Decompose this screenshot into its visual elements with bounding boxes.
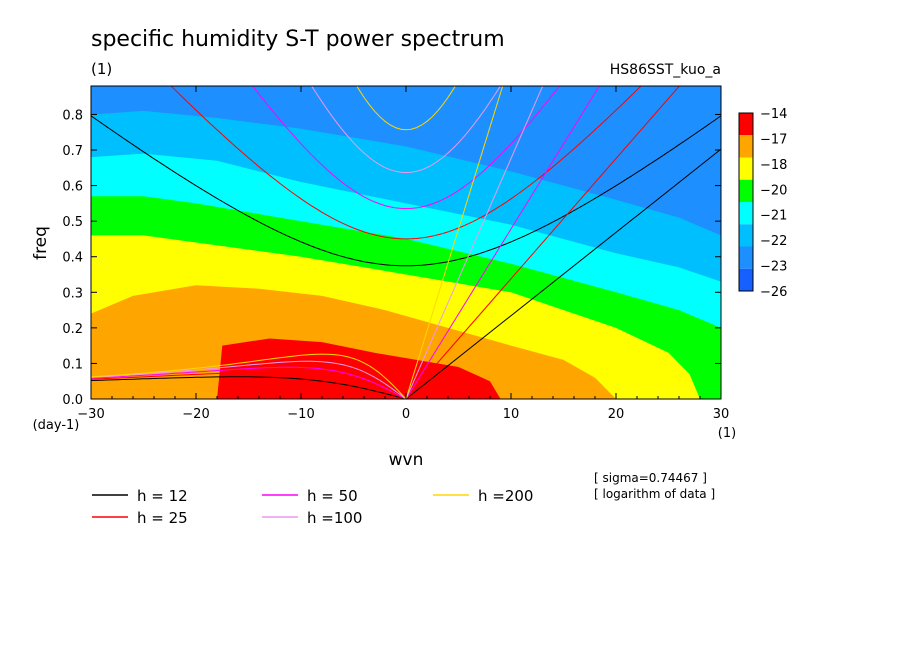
chart-title: specific humidity S-T power spectrum xyxy=(91,27,505,52)
kelvin-wave-curve-h200 xyxy=(405,86,504,399)
y-tick-label-6: 0.6 xyxy=(62,180,83,195)
y-tick-label-0: 0.0 xyxy=(62,393,83,408)
colorbar-label-2: −18 xyxy=(760,158,787,173)
x-tick-label-4: 10 xyxy=(503,407,520,422)
axes: −30 −20 −10 0 10 20 30 0.0 0.1 0.2 0.3 0.4 0.5 0.6 0.7… xyxy=(62,86,729,422)
rossby-wave-curve-h12 xyxy=(91,376,407,399)
colorbar-swatch-1 xyxy=(739,135,753,158)
y-tick-label-5: 0.5 xyxy=(62,215,83,230)
legend-label-0: h = 12 xyxy=(137,487,188,505)
colorbar-swatch-3 xyxy=(739,179,753,202)
legend-label-2: h = 50 xyxy=(307,487,358,505)
y-unit-label: (day-1) xyxy=(33,418,80,433)
run-label: HS86SST_kuo_a xyxy=(610,62,721,78)
legend-label-1: h = 25 xyxy=(137,509,188,527)
gravity-wave-curve-h200 xyxy=(356,86,456,131)
colorbar-swatch-7 xyxy=(739,268,753,291)
x-tick-label-1: −20 xyxy=(182,407,209,422)
y-tick-label-1: 0.1 xyxy=(62,357,83,372)
y-tick-label-2: 0.2 xyxy=(62,322,83,337)
rossby-wave-curve-h50 xyxy=(91,366,407,399)
y-tick-label-3: 0.3 xyxy=(62,286,83,301)
rossby-wave-curve-h25 xyxy=(91,371,407,399)
y-axis-label: freq xyxy=(31,226,51,260)
x-tick-label-5: 20 xyxy=(608,407,625,422)
legend-label-4: h =200 xyxy=(478,487,533,505)
kelvin-wave-curve-h100 xyxy=(405,86,544,399)
kelvin-wave-curve-h12 xyxy=(405,148,721,399)
y-tick-label-4: 0.4 xyxy=(62,251,83,266)
colorbar-swatch-0 xyxy=(739,113,753,136)
x-tick-label-3: 0 xyxy=(402,407,410,422)
kelvin-wave-curve-h25 xyxy=(405,86,681,399)
colorbar-label-5: −22 xyxy=(760,234,787,249)
x-tick-label-2: −10 xyxy=(287,407,314,422)
colorbar-swatch-5 xyxy=(739,224,753,247)
plot-area xyxy=(91,86,721,400)
x-axis-label: wvn xyxy=(389,450,424,470)
colorbar-swatch-2 xyxy=(739,157,753,180)
dispersion-curves xyxy=(91,86,721,399)
gravity-wave-curve-h12 xyxy=(91,115,721,267)
sigma-annotation: [ sigma=0.74467 ] xyxy=(594,471,707,485)
gravity-wave-curve-h50 xyxy=(251,86,561,210)
log-annotation: [ logarithm of data ] xyxy=(594,487,715,501)
y-tick-label-7: 0.7 xyxy=(62,144,83,159)
colorbar-label-3: −20 xyxy=(760,183,787,198)
x-tick-label-0: −30 xyxy=(77,407,104,422)
gravity-wave-curve-h25 xyxy=(170,86,642,240)
colorbar-swatch-6 xyxy=(739,246,753,269)
colorbar: −14 −17 −18 −20 −21 −22 −23 −26 xyxy=(738,107,787,300)
kelvin-wave-curve-h50 xyxy=(405,86,600,399)
colorbar-label-0: −14 xyxy=(760,107,787,122)
colorbar-label-1: −17 xyxy=(760,132,787,147)
colorbar-label-4: −21 xyxy=(760,209,787,224)
units-label: (1) xyxy=(91,60,112,78)
legend: h = 12 h = 25 h = 50 h =100 h =200 xyxy=(92,487,533,527)
rossby-wave-curve-h200 xyxy=(91,353,407,399)
colorbar-label-7: −26 xyxy=(760,285,787,300)
contour-band-0 xyxy=(217,338,501,399)
legend-label-3: h =100 xyxy=(307,509,362,527)
x-tick-label-6: 30 xyxy=(713,407,730,422)
rossby-wave-curve-h100 xyxy=(91,360,407,399)
y-tick-label-8: 0.8 xyxy=(62,108,83,123)
colorbar-label-6: −23 xyxy=(760,260,787,275)
colorbar-swatch-4 xyxy=(739,202,753,225)
x-unit-label: (1) xyxy=(718,426,736,441)
gravity-wave-curve-h100 xyxy=(311,86,501,174)
colorbar-frame xyxy=(738,112,754,292)
